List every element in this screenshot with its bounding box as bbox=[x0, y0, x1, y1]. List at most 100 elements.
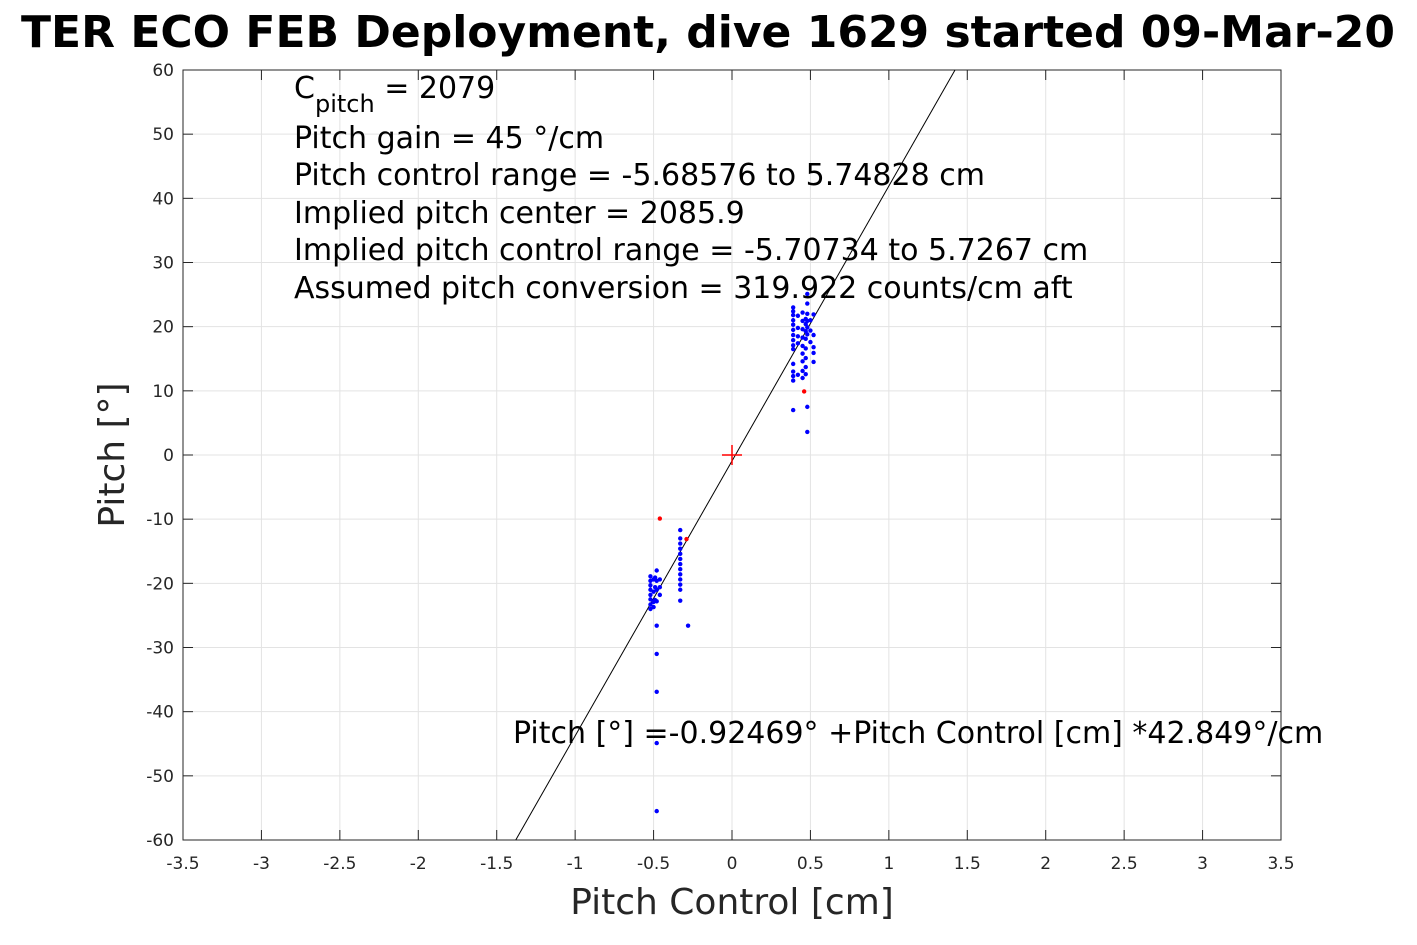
y-tick-label: 30 bbox=[152, 254, 174, 274]
data-point bbox=[805, 404, 810, 410]
data-point bbox=[657, 592, 663, 598]
data-point bbox=[803, 364, 808, 370]
annotation-implied-center: Implied pitch center = 2085.9 bbox=[294, 196, 745, 231]
data-point bbox=[790, 327, 796, 333]
data-point bbox=[790, 369, 796, 374]
data-point bbox=[805, 301, 810, 306]
data-point bbox=[678, 572, 683, 577]
data-point bbox=[800, 359, 805, 364]
data-point bbox=[790, 322, 796, 327]
data-point bbox=[795, 313, 801, 318]
data-point bbox=[648, 597, 653, 602]
data-point bbox=[678, 598, 683, 603]
data-point bbox=[805, 291, 810, 297]
cpitch-value: = 2079 bbox=[375, 71, 496, 106]
data-point bbox=[795, 325, 801, 331]
data-point bbox=[654, 623, 659, 628]
data-point bbox=[790, 361, 796, 367]
center-marker-group bbox=[722, 445, 742, 465]
y-tick-label: 40 bbox=[152, 189, 174, 209]
x-tick-label: 1 bbox=[883, 854, 894, 874]
data-point bbox=[678, 567, 683, 572]
data-point bbox=[678, 541, 683, 546]
data-point bbox=[800, 375, 805, 381]
x-tick-label: -0.5 bbox=[637, 854, 670, 874]
data-point bbox=[790, 407, 796, 413]
y-tick-label: -30 bbox=[146, 639, 174, 659]
data-point bbox=[678, 536, 683, 541]
data-point bbox=[678, 582, 683, 587]
y-tick-label: -60 bbox=[146, 831, 174, 851]
y-tick-label: -20 bbox=[146, 574, 174, 594]
y-tick-label: -50 bbox=[146, 767, 174, 787]
data-point bbox=[805, 311, 810, 317]
data-point bbox=[790, 309, 796, 314]
data-point bbox=[803, 336, 808, 342]
data-point bbox=[790, 343, 796, 348]
data-point bbox=[811, 350, 816, 356]
annotation-implied-range: Implied pitch control range = -5.70734 t… bbox=[294, 233, 1088, 268]
data-point bbox=[654, 651, 659, 657]
chart-title: TER ECO FEB Deployment, dive 1629 starte… bbox=[21, 7, 1395, 58]
annotation-control-range: Pitch control range = -5.68576 to 5.7482… bbox=[294, 158, 985, 193]
data-point bbox=[811, 332, 816, 338]
data-point bbox=[811, 312, 816, 317]
data-point bbox=[678, 577, 683, 582]
x-tick-label: 2.5 bbox=[1111, 854, 1138, 874]
data-point bbox=[803, 346, 808, 351]
x-tick-label: -1 bbox=[567, 854, 584, 874]
data-point bbox=[678, 587, 683, 592]
data-point bbox=[795, 372, 801, 377]
data-point bbox=[678, 527, 683, 533]
data-point bbox=[685, 623, 691, 628]
data-point bbox=[654, 568, 659, 573]
x-tick-label: 3 bbox=[1197, 854, 1208, 874]
data-point bbox=[811, 345, 816, 350]
data-point bbox=[790, 346, 796, 352]
axis-ticks: -3.5 -3 -2.5 -2 -1.5 -1 -0.5 0 0.5 1 1.5 2 2.5 3 3.5 -6… bbox=[146, 61, 1294, 874]
x-tick-label: 3.5 bbox=[1267, 854, 1294, 874]
grid bbox=[182, 69, 1282, 841]
data-point bbox=[808, 339, 813, 345]
data-point bbox=[808, 328, 813, 333]
data-point bbox=[648, 602, 653, 607]
data-point bbox=[800, 351, 805, 356]
y-tick-label: 50 bbox=[152, 125, 174, 145]
data-point bbox=[654, 599, 659, 604]
data-point bbox=[684, 536, 689, 542]
y-tick-label: 60 bbox=[152, 61, 174, 81]
y-axis-label: Pitch [°] bbox=[92, 382, 133, 527]
data-point bbox=[654, 689, 659, 694]
data-point bbox=[657, 516, 663, 521]
annotation-pitch-gain: Pitch gain = 45 °/cm bbox=[294, 121, 604, 156]
data-point bbox=[790, 318, 796, 323]
data-point bbox=[800, 343, 805, 349]
data-point bbox=[654, 587, 659, 592]
data-point bbox=[795, 334, 801, 339]
data-point bbox=[805, 325, 810, 330]
data-point bbox=[657, 577, 663, 582]
x-tick-label: -2.5 bbox=[323, 854, 356, 874]
y-tick-label: -40 bbox=[146, 703, 174, 723]
x-tick-label: 0 bbox=[727, 854, 738, 874]
x-tick-label: -3.5 bbox=[166, 854, 199, 874]
data-point bbox=[648, 583, 653, 588]
data-point bbox=[808, 318, 813, 323]
data-point bbox=[790, 378, 796, 383]
x-tick-label: 2 bbox=[1040, 854, 1051, 874]
data-point bbox=[800, 368, 805, 374]
x-tick-label: -1.5 bbox=[480, 854, 513, 874]
data-point bbox=[651, 604, 656, 610]
data-point bbox=[801, 389, 807, 394]
annotation-cpitch: Cpitch = 2079 bbox=[294, 71, 495, 118]
y-tick-label: 10 bbox=[152, 382, 174, 402]
data-point bbox=[654, 808, 659, 814]
annotation-conversion: Assumed pitch conversion = 319.922 count… bbox=[294, 271, 1073, 306]
data-point bbox=[803, 371, 808, 377]
x-tick-label: 0.5 bbox=[797, 854, 824, 874]
data-point bbox=[790, 312, 796, 318]
x-axis-label: Pitch Control [cm] bbox=[570, 882, 894, 923]
y-tick-label: 20 bbox=[152, 318, 174, 338]
data-point bbox=[790, 332, 796, 338]
